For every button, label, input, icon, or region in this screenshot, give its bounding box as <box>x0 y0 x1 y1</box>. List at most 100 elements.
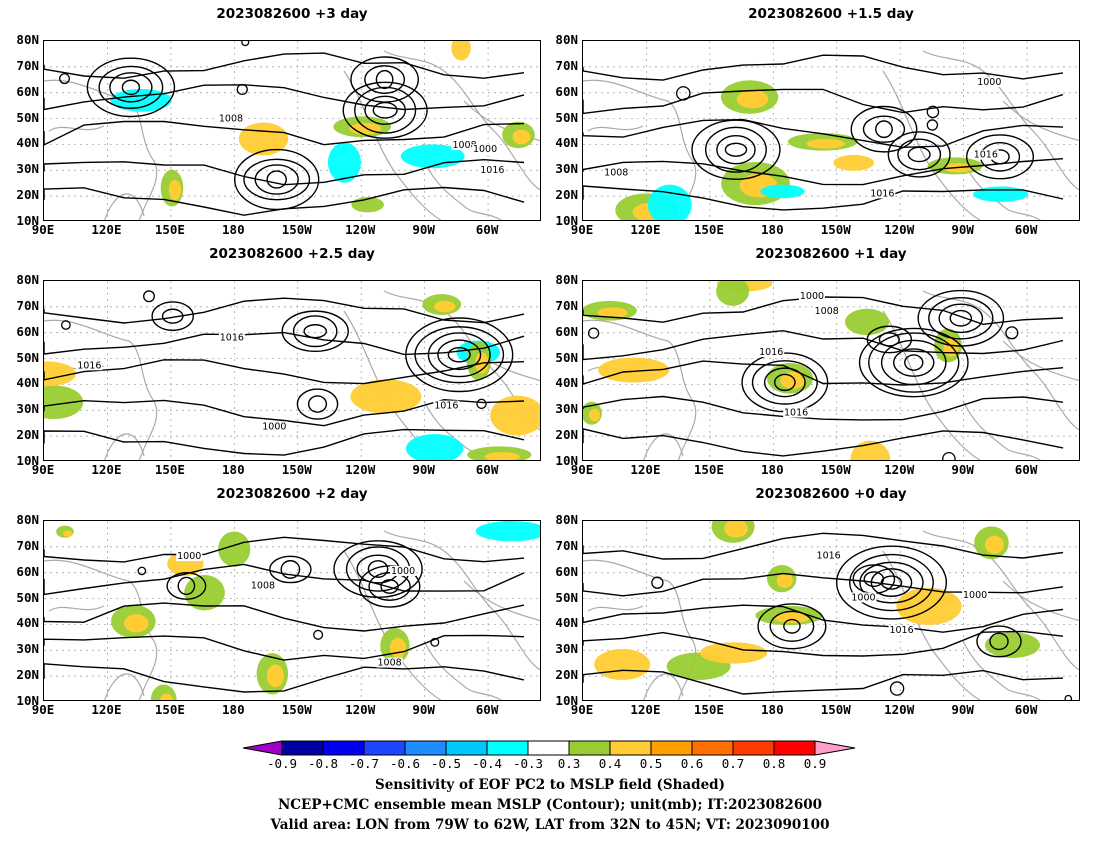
lon-tick-label: 120W <box>345 222 376 237</box>
coastline <box>1002 100 1079 142</box>
contour-label-bg <box>472 144 499 155</box>
colorbar-segment <box>691 740 734 756</box>
contour-value-label: 1000 <box>391 566 415 577</box>
colorbar-tick-label: 0.9 <box>803 756 827 771</box>
sensitivity-shade <box>44 385 84 420</box>
lon-tick-label: 90E <box>570 462 594 477</box>
contour-label-bg <box>603 167 630 178</box>
coastline <box>922 50 1079 191</box>
sensitivity-shade <box>776 573 793 589</box>
lon-tick-label: 90W <box>951 462 974 477</box>
lon-tick-label: 150W <box>820 702 851 717</box>
lat-tick-label: 70N <box>16 297 39 313</box>
mslp-contour <box>44 297 525 324</box>
mslp-contour <box>364 95 407 125</box>
mslp-contour <box>897 138 942 171</box>
mslp-contour <box>292 315 338 348</box>
mslp-contour <box>880 339 947 386</box>
mslp-contour <box>109 72 153 103</box>
mslp-contour <box>587 327 600 339</box>
coastline <box>922 290 1079 431</box>
contour-value-label: 1008 <box>377 658 401 669</box>
coastline <box>587 605 644 612</box>
mslp-contour <box>863 571 885 588</box>
lat-tick-label: 30N <box>16 641 39 657</box>
mslp-contour <box>583 329 1064 361</box>
lon-tick-label: 150E <box>693 222 724 237</box>
contour-value-label: 1000 <box>177 551 201 562</box>
colorbar-tick-label: -0.6 <box>389 756 421 771</box>
contour-value-label: 1000 <box>963 590 987 601</box>
sensitivity-shade <box>475 521 540 542</box>
mslp-contour <box>59 73 70 85</box>
lat-tick-label: 60N <box>555 323 578 339</box>
colorbar-segment <box>281 740 324 756</box>
mslp-contour <box>928 297 994 340</box>
colorbar-tick-label: -0.9 <box>266 756 298 771</box>
contour-label-bg <box>451 140 478 151</box>
contour-value-label: 1016 <box>220 332 244 343</box>
mslp-contour <box>234 148 320 211</box>
colorbar-segment <box>609 740 652 756</box>
mslp-contour <box>364 65 406 94</box>
mslp-contour <box>121 79 141 96</box>
colorbar-tick-label: 0.6 <box>680 756 704 771</box>
mslp-contour <box>61 320 71 330</box>
mslp-contour <box>44 602 525 632</box>
panel-title: 2023082600 +3 day <box>216 6 368 22</box>
sensitivity-shade <box>773 612 811 623</box>
colorbar-segment <box>486 740 529 756</box>
map-canvas: 1000 1000 1008 1008 <box>44 521 540 700</box>
mslp-contour <box>583 185 1064 211</box>
lat-tick-label: 50N <box>555 589 578 605</box>
mslp-contour <box>583 88 1064 115</box>
lon-tick-label: 90E <box>31 222 55 237</box>
lon-tick-label: 90E <box>31 462 55 477</box>
lon-tick-label: 150W <box>281 702 312 717</box>
sensitivity-shade <box>716 281 750 306</box>
mslp-contour <box>430 637 440 647</box>
lat-tick-label: 40N <box>555 615 578 631</box>
colorbar-tick-label: -0.8 <box>307 756 339 771</box>
sensitivity-shade <box>896 587 962 626</box>
coastline <box>922 530 1079 671</box>
mslp-contour <box>137 566 147 576</box>
lon-tick-label: 90W <box>412 702 435 717</box>
lon-tick-label: 150E <box>693 462 724 477</box>
sensitivity-shade <box>484 452 520 460</box>
sensitivity-shade <box>806 138 845 149</box>
contour-label-bg <box>249 580 276 591</box>
sensitivity-shade <box>44 361 76 387</box>
contour-label-bg <box>433 400 460 411</box>
panel-title: 2023082600 +1.5 day <box>748 6 914 22</box>
sensitivity-shade <box>266 664 284 688</box>
map-canvas: 1016 1000 1016 1008 <box>583 41 1079 220</box>
mslp-contour <box>583 630 1064 657</box>
lon-tick-label: 90W <box>951 702 974 717</box>
sensitivity-shade <box>984 632 1041 659</box>
contour-value-label: 1008 <box>604 168 628 179</box>
colorbar-max-arrow <box>814 740 856 756</box>
mslp-contour <box>44 428 525 456</box>
lon-tick-label: 180 <box>222 702 245 717</box>
mslp-contour <box>1064 694 1073 700</box>
coastline <box>44 319 158 460</box>
mslp-contour <box>835 545 948 620</box>
mslp-contour <box>904 354 924 371</box>
lon-tick-label: 150E <box>154 702 185 717</box>
mslp-contour <box>938 303 984 334</box>
lon-tick-label: 150E <box>154 462 185 477</box>
mslp-contour <box>949 309 973 327</box>
coastline <box>1002 580 1079 622</box>
lat-tick-label: 70N <box>555 297 578 313</box>
mslp-contour <box>44 663 525 693</box>
lat-tick-label: 70N <box>555 57 578 73</box>
lat-tick-label: 80N <box>555 272 578 287</box>
mslp-contour <box>583 604 1064 633</box>
sensitivity-shade <box>724 521 748 538</box>
caption-valid-area: Valid area: LON from 79W to 62W, LAT fro… <box>270 817 830 833</box>
coastline <box>383 50 540 191</box>
mslp-contour <box>892 348 935 377</box>
mslp-contour <box>281 310 349 353</box>
